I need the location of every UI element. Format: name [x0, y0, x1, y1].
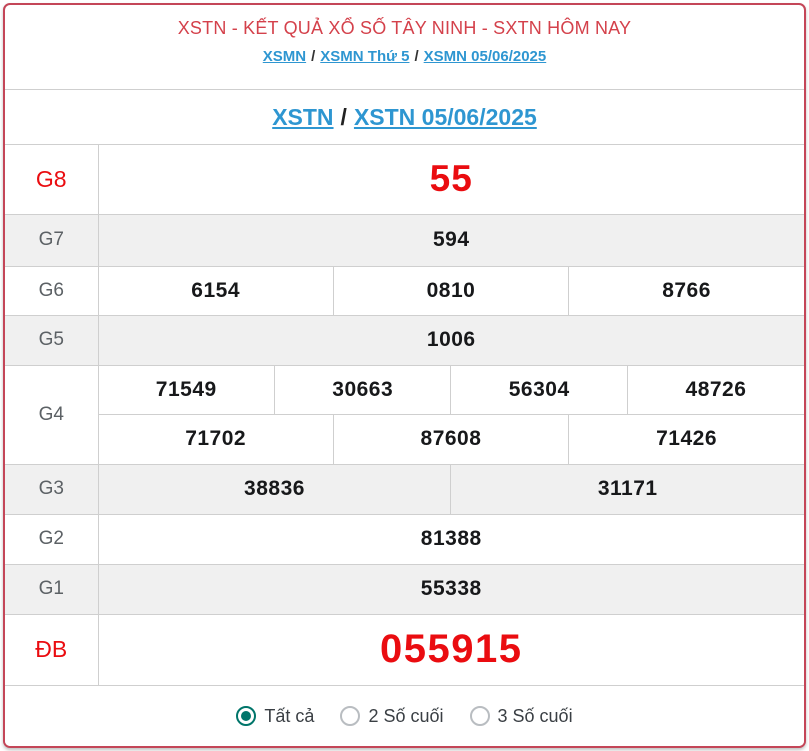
radio-icon — [469, 706, 490, 726]
table-row-db: ĐB 055915 — [5, 613, 804, 686]
breadcrumb: XSMN / XSMN Thứ 5/XSMN 05/06/2025 — [5, 48, 804, 65]
table-row-g7: G7 594 — [5, 213, 804, 267]
prize-value-g6-3: 8766 — [568, 265, 804, 316]
prize-value-g4-2: 30663 — [273, 364, 452, 415]
radio-label: 2 Số cuối — [368, 705, 444, 726]
prize-label-g2: G2 — [5, 513, 99, 565]
filter-option-last-3-digits[interactable]: 3 Số cuối — [469, 705, 573, 727]
subtitle-link-xstn-date[interactable]: XSTN 05/06/2025 — [353, 103, 537, 130]
radio-label: Tất cả — [264, 705, 315, 726]
prize-value-g4-1: 71549 — [97, 364, 275, 415]
table-row-g5: G5 1006 — [5, 314, 804, 366]
table-row-g8: G8 55 — [5, 144, 804, 215]
prize-value-g3-1: 38836 — [97, 463, 452, 515]
breadcrumb-link-xsmn-date[interactable]: XSMN 05/06/2025 — [423, 48, 547, 65]
breadcrumb-separator: / — [414, 48, 419, 65]
table-row-g4-line2: 71702 87608 71426 — [5, 413, 804, 465]
breadcrumb-link-xsmn-thu-5[interactable]: XSMN Thứ 5 — [320, 48, 410, 65]
page-title: XSTN - KẾT QUẢ XỔ SỐ TÂY NINH - SXTN HÔM… — [177, 18, 632, 38]
prize-value-g4-7: 71426 — [568, 413, 804, 465]
table-row-g6: G6 6154 0810 8766 — [5, 265, 804, 316]
prize-label-g3: G3 — [5, 463, 99, 515]
results-table: G8 55 G7 594 G6 6154 0810 8766 G5 1006 G… — [5, 144, 804, 686]
table-row-g1: G1 55338 — [5, 563, 804, 615]
prize-value-g6-1: 6154 — [97, 265, 334, 316]
prize-value-g4-4: 48726 — [626, 364, 804, 415]
prize-value-g4-5: 71702 — [97, 413, 334, 465]
prize-label-g7: G7 — [5, 213, 99, 267]
radio-icon — [340, 706, 361, 726]
prize-value-g1: 55338 — [97, 563, 804, 615]
prize-value-g4-6: 87608 — [332, 413, 570, 465]
subtitle: XSTN / XSTN 05/06/2025 — [5, 90, 804, 145]
lottery-result-card: XSTN - KẾT QUẢ XỔ SỐ TÂY NINH - SXTN HÔM… — [3, 3, 806, 748]
prize-label-g4: G4 — [5, 364, 99, 465]
filter-option-last-2-digits[interactable]: 2 Số cuối — [340, 705, 444, 727]
prize-value-g6-2: 0810 — [332, 265, 570, 316]
subtitle-separator: / — [340, 103, 347, 130]
prize-label-g6: G6 — [5, 265, 99, 316]
table-row-g3: G3 38836 31171 — [5, 463, 804, 515]
radio-icon — [236, 706, 257, 726]
prize-label-db: ĐB — [5, 613, 99, 686]
prize-value-g3-2: 31171 — [450, 463, 804, 515]
header: XSTN - KẾT QUẢ XỔ SỐ TÂY NINH - SXTN HÔM… — [5, 5, 804, 90]
prize-value-g2: 81388 — [97, 513, 804, 565]
radio-label: 3 Số cuối — [497, 705, 573, 726]
prize-label-g1: G1 — [5, 563, 99, 615]
prize-value-g4-3: 56304 — [450, 364, 628, 415]
prize-value-g7: 594 — [97, 213, 804, 267]
table-row-g4-line1: G4 71549 30663 56304 48726 — [5, 364, 804, 465]
prize-value-g5: 1006 — [97, 314, 804, 366]
table-row-g2: G2 81388 — [5, 513, 804, 565]
breadcrumb-separator: / — [311, 48, 316, 65]
prize-label-g8: G8 — [5, 144, 99, 215]
subtitle-link-xstn[interactable]: XSTN — [272, 103, 334, 130]
prize-label-g5: G5 — [5, 314, 99, 366]
prize-value-g8: 55 — [97, 144, 804, 215]
filter-bar: Tất cả 2 Số cuối 3 Số cuối — [5, 685, 804, 746]
prize-value-db: 055915 — [97, 613, 804, 686]
filter-option-all[interactable]: Tất cả — [236, 706, 314, 727]
breadcrumb-link-xsmn[interactable]: XSMN — [262, 48, 307, 65]
